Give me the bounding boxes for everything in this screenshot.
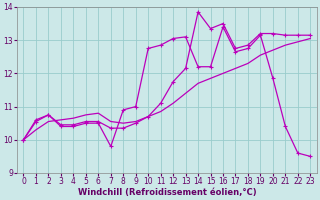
X-axis label: Windchill (Refroidissement éolien,°C): Windchill (Refroidissement éolien,°C)	[77, 188, 256, 197]
